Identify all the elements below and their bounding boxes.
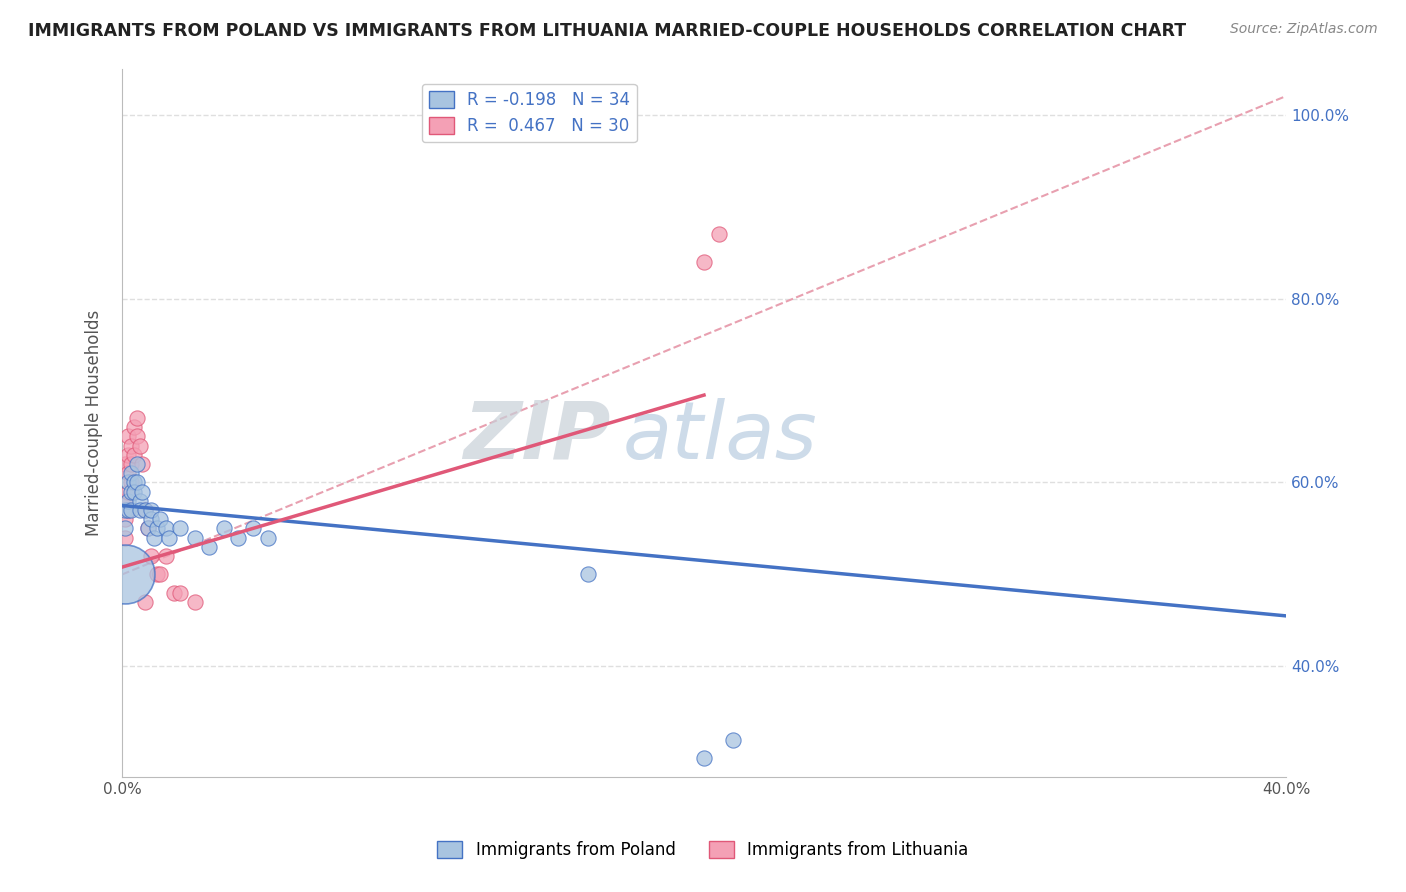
Point: [184, 531, 207, 545]
Point: [693, 751, 716, 765]
Point: [141, 549, 163, 563]
Point: [134, 503, 156, 517]
Point: [117, 503, 139, 517]
Point: [117, 475, 139, 490]
Y-axis label: Married-couple Households: Married-couple Households: [86, 310, 103, 536]
Point: [721, 733, 744, 747]
Point: [120, 475, 142, 490]
Point: [693, 254, 716, 268]
Legend: R = -0.198   N = 34, R =  0.467   N = 30: R = -0.198 N = 34, R = 0.467 N = 30: [422, 84, 637, 142]
Legend: Immigrants from Poland, Immigrants from Lithuania: Immigrants from Poland, Immigrants from …: [430, 834, 976, 866]
Point: [169, 521, 191, 535]
Point: [143, 531, 166, 545]
Point: [120, 503, 142, 517]
Point: [122, 448, 145, 462]
Point: [149, 512, 172, 526]
Point: [120, 457, 142, 471]
Point: [128, 439, 150, 453]
Text: IMMIGRANTS FROM POLAND VS IMMIGRANTS FROM LITHUANIA MARRIED-COUPLE HOUSEHOLDS CO: IMMIGRANTS FROM POLAND VS IMMIGRANTS FRO…: [28, 22, 1187, 40]
Point: [136, 521, 159, 535]
Point: [155, 549, 177, 563]
Point: [117, 494, 139, 508]
Text: Source: ZipAtlas.com: Source: ZipAtlas.com: [1230, 22, 1378, 37]
Point: [155, 521, 177, 535]
Point: [198, 540, 221, 554]
Point: [146, 567, 169, 582]
Point: [149, 567, 172, 582]
Point: [141, 503, 163, 517]
Point: [114, 521, 136, 535]
Point: [114, 503, 136, 517]
Point: [576, 567, 599, 582]
Point: [707, 227, 730, 241]
Point: [146, 521, 169, 535]
Point: [184, 595, 207, 609]
Point: [114, 457, 136, 471]
Point: [125, 475, 148, 490]
Point: [120, 439, 142, 453]
Point: [242, 521, 264, 535]
Point: [125, 429, 148, 443]
Point: [120, 467, 142, 481]
Point: [117, 448, 139, 462]
Point: [120, 484, 142, 499]
Point: [163, 586, 186, 600]
Point: [212, 521, 235, 535]
Point: [114, 567, 136, 582]
Point: [141, 512, 163, 526]
Point: [136, 521, 159, 535]
Point: [128, 503, 150, 517]
Point: [128, 494, 150, 508]
Point: [122, 475, 145, 490]
Point: [122, 420, 145, 434]
Point: [228, 531, 250, 545]
Point: [134, 595, 156, 609]
Point: [114, 494, 136, 508]
Point: [114, 531, 136, 545]
Point: [134, 503, 156, 517]
Point: [169, 586, 191, 600]
Point: [117, 429, 139, 443]
Point: [131, 457, 153, 471]
Point: [157, 531, 180, 545]
Point: [122, 484, 145, 499]
Point: [117, 503, 139, 517]
Point: [256, 531, 278, 545]
Point: [131, 484, 153, 499]
Point: [117, 467, 139, 481]
Point: [117, 484, 139, 499]
Point: [125, 457, 148, 471]
Text: atlas: atlas: [623, 398, 817, 475]
Text: ZIP: ZIP: [464, 398, 610, 475]
Point: [125, 411, 148, 425]
Point: [114, 512, 136, 526]
